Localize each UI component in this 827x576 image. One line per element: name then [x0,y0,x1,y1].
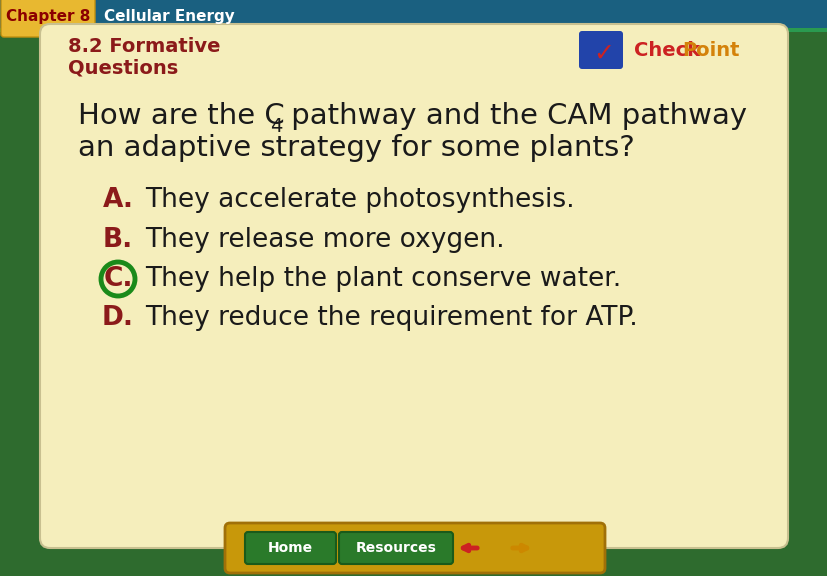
Text: an adaptive strategy for some plants?: an adaptive strategy for some plants? [78,134,634,162]
FancyBboxPatch shape [40,24,787,548]
Text: 4: 4 [270,117,282,136]
Text: Questions: Questions [68,59,178,78]
Text: C.: C. [103,266,132,292]
Text: Point: Point [681,40,739,59]
Text: D.: D. [102,305,134,331]
Text: They release more oxygen.: They release more oxygen. [145,227,504,253]
FancyBboxPatch shape [578,31,622,69]
Text: How are the C: How are the C [78,102,284,130]
Polygon shape [50,34,350,94]
FancyBboxPatch shape [225,523,605,573]
FancyBboxPatch shape [0,0,827,28]
Text: 8.2 Formative: 8.2 Formative [68,36,220,55]
Text: They reduce the requirement for ATP.: They reduce the requirement for ATP. [145,305,637,331]
Text: B.: B. [103,227,133,253]
FancyBboxPatch shape [245,532,336,564]
Text: Cellular Energy: Cellular Energy [104,9,235,24]
Text: They accelerate photosynthesis.: They accelerate photosynthesis. [145,187,574,213]
Text: Chapter 8: Chapter 8 [6,9,90,24]
Text: ✓: ✓ [593,42,614,66]
Text: Home: Home [267,541,312,555]
Text: Check: Check [633,40,700,59]
Text: pathway and the CAM pathway: pathway and the CAM pathway [282,102,746,130]
Text: Resources: Resources [355,541,436,555]
FancyBboxPatch shape [338,532,452,564]
FancyBboxPatch shape [1,0,95,37]
FancyBboxPatch shape [0,28,827,32]
Text: A.: A. [103,187,133,213]
Text: They help the plant conserve water.: They help the plant conserve water. [145,266,620,292]
